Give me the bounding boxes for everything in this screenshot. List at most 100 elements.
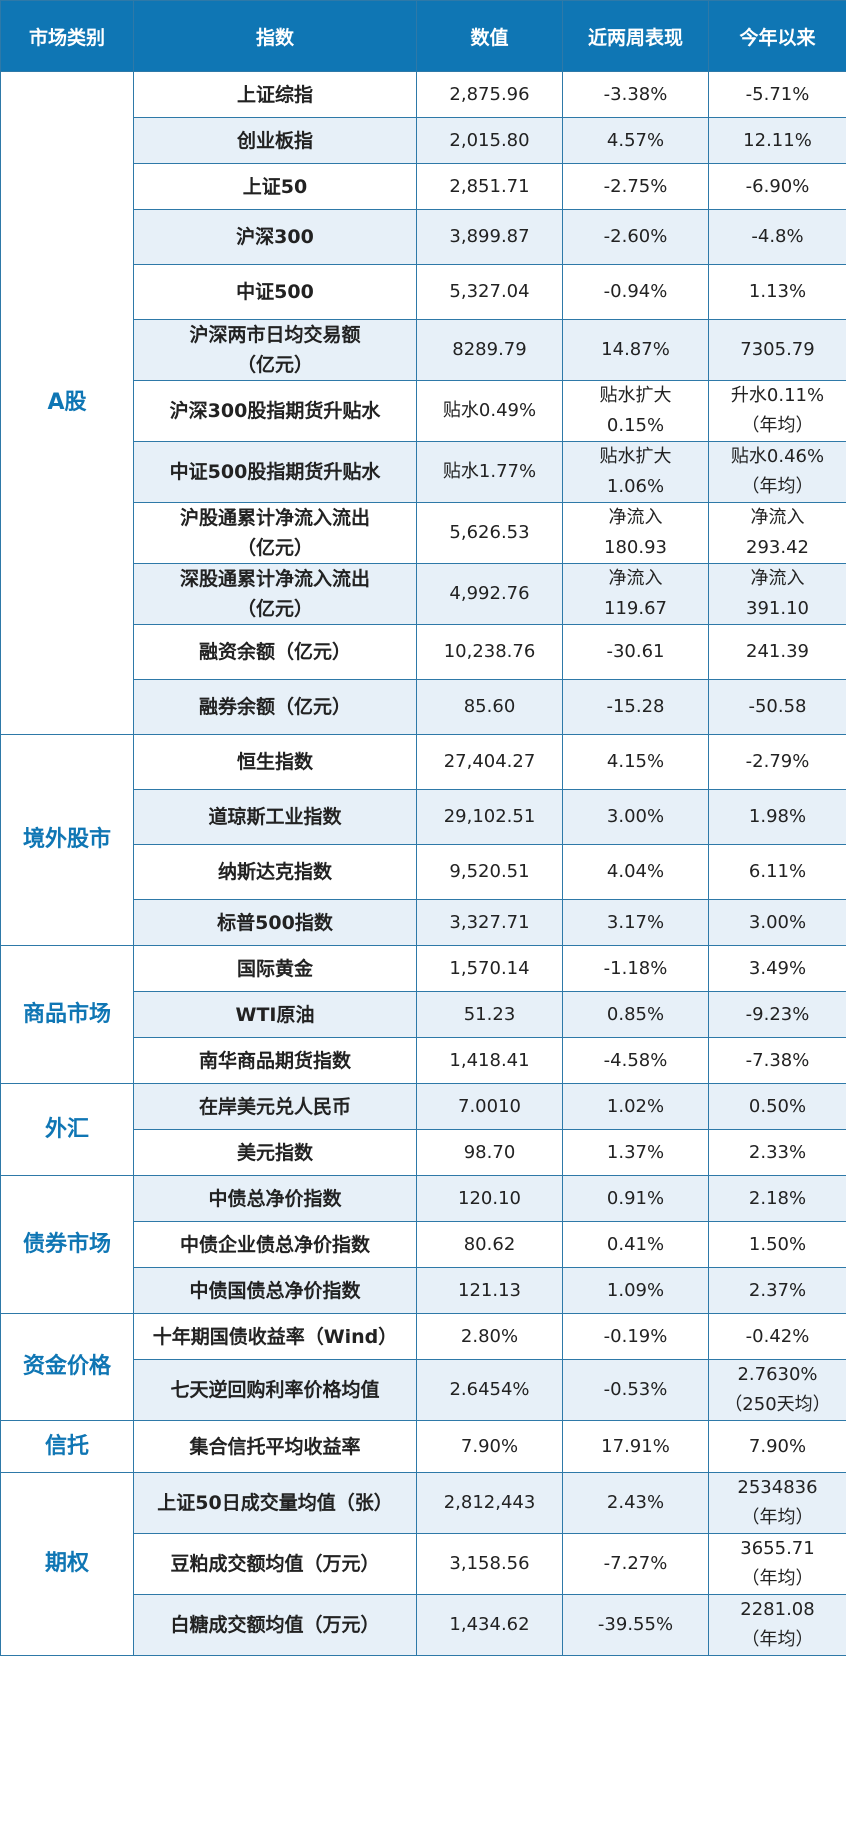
index-name-cell: 融资余额（亿元） — [133, 624, 417, 680]
two-week-cell: 贴水扩大 0.15% — [562, 380, 709, 442]
table-row: 南华商品期货指数 1,418.41 -4.58% -7.38% — [1, 1037, 846, 1084]
category-cell: 境外股市 — [0, 734, 134, 946]
two-week-cell-line: 14.87% — [601, 339, 670, 360]
value-cell: 5,626.53 — [416, 502, 563, 564]
ytd-cell-line: 391.10 — [746, 598, 809, 619]
two-week-cell-line: 2.43% — [606, 1492, 665, 1513]
ytd-cell-line: -6.90% — [745, 175, 810, 197]
index-name-cell-line: 上证综指 — [236, 83, 313, 106]
header-ytd: 今年以来 — [708, 0, 846, 72]
two-week-cell: -7.27% — [562, 1533, 709, 1595]
header-row: 市场类别 指数 数值 近两周表现 今年以来 — [0, 0, 846, 72]
two-week-cell-line: 净流入 — [608, 568, 663, 589]
two-week-cell: -1.18% — [562, 945, 709, 992]
header-two-week: 近两周表现 — [562, 0, 709, 72]
table-row: 期权 上证50日成交量均值（张） 2,812,443 2.43% 2534836 （年均） — [0, 1472, 846, 1656]
index-name-cell-line: 道琼斯工业指数 — [208, 806, 342, 828]
ytd-cell: 241.39 — [708, 624, 846, 680]
two-week-cell-line: 贴水扩大 — [599, 446, 672, 467]
value-cell: 4,992.76 — [416, 563, 563, 625]
value-cell-line: 2.80% — [460, 1325, 519, 1347]
ytd-cell: -6.90% — [708, 163, 846, 210]
index-name-cell: 道琼斯工业指数 — [133, 789, 417, 845]
two-week-cell: 1.09% — [562, 1267, 709, 1314]
value-cell-line: 5,327.04 — [449, 281, 530, 302]
ytd-cell-line: 7305.79 — [740, 339, 815, 360]
two-week-cell: 0.85% — [562, 991, 709, 1038]
table-row: 债券市场 中债总净价指数 120.10 0.91% 2.18% — [0, 1175, 846, 1314]
index-name-cell: 白糖成交额均值（万元） — [133, 1594, 417, 1656]
category-cell: 债券市场 — [0, 1175, 134, 1314]
value-cell: 29,102.51 — [416, 789, 563, 845]
value-cell-line: 1,570.14 — [449, 957, 530, 979]
value-cell-line: 2.6454% — [449, 1379, 530, 1400]
header-category: 市场类别 — [0, 0, 134, 72]
header-index: 指数 — [133, 0, 417, 72]
index-name-cell-line: 上证50 — [242, 175, 308, 198]
value-cell-line: 7.90% — [460, 1435, 519, 1457]
value-cell: 9,520.51 — [416, 844, 563, 900]
index-name-cell: 沪股通累计净流入流出 （亿元） — [133, 502, 417, 564]
ytd-cell-line: 净流入 — [750, 507, 805, 528]
two-week-cell-line: -2.60% — [603, 226, 668, 247]
value-cell-line: 3,899.87 — [449, 226, 530, 247]
value-cell-line: 80.62 — [463, 1233, 516, 1255]
two-week-cell-line: -0.19% — [603, 1325, 668, 1347]
table-row: 上证50 2,851.71 -2.75% -6.90% — [1, 163, 846, 210]
two-week-cell-line: 1.02% — [606, 1095, 665, 1117]
index-name-cell: 恒生指数 — [133, 734, 417, 790]
value-cell-line: 5,626.53 — [449, 522, 530, 543]
value-cell-line: 98.70 — [463, 1141, 516, 1163]
table-row: 信托 集合信托平均收益率 7.90% 17.91% 7.90% — [0, 1420, 846, 1473]
index-name-cell-line: 国际黄金 — [236, 957, 313, 980]
ytd-cell: 2.7630% （250天均） — [708, 1359, 846, 1421]
index-name-cell-line: 创业板指 — [236, 129, 313, 152]
table-row: A股 上证综指 2,875.96 -3.38% -5.71% — [0, 71, 846, 735]
index-name-cell: 在岸美元兑人民币 — [133, 1083, 417, 1130]
two-week-cell-line: 0.15% — [606, 415, 665, 436]
two-week-cell-line: 17.91% — [601, 1435, 670, 1457]
value-cell-line: 85.60 — [463, 696, 516, 717]
two-week-cell-line: -2.75% — [603, 175, 668, 197]
two-week-cell-line: 净流入 — [608, 507, 663, 528]
index-name-cell: 创业板指 — [133, 117, 417, 164]
index-name-cell-line: 沪深两市日均交易额 — [189, 324, 361, 346]
index-name-cell-line: 中证500股指期货升贴水 — [169, 461, 381, 483]
value-cell: 85.60 — [416, 679, 563, 735]
ytd-cell-line: -50.58 — [748, 696, 807, 717]
value-cell-line: 51.23 — [463, 1003, 516, 1025]
ytd-cell: 2534836 （年均） — [708, 1472, 846, 1534]
ytd-cell-line: -4.8% — [751, 226, 804, 247]
index-name-cell: 中债企业债总净价指数 — [133, 1221, 417, 1268]
value-cell-line: 8289.79 — [452, 339, 527, 360]
index-name-cell-line: （亿元） — [236, 537, 313, 559]
ytd-cell-line: 6.11% — [748, 861, 807, 882]
index-name-cell-line: 白糖成交额均值（万元） — [170, 1614, 380, 1636]
value-cell-line: 121.13 — [458, 1279, 521, 1301]
index-name-cell: 中债总净价指数 — [133, 1175, 417, 1222]
index-name-cell-line: 沪深300股指期货升贴水 — [169, 400, 381, 422]
table-body: A股 上证综指 2,875.96 -3.38% -5.71% 创业板指 2,015.80 4.… — [0, 71, 846, 1656]
index-name-cell: 中证500股指期货升贴水 — [133, 441, 417, 503]
table-row: 商品市场 国际黄金 1,570.14 -1.18% 3.49% — [0, 945, 846, 1084]
ytd-cell-line: 2.18% — [748, 1187, 807, 1209]
value-cell: 51.23 — [416, 991, 563, 1038]
value-cell-line: 120.10 — [458, 1187, 521, 1209]
index-name-cell-line: 美元指数 — [236, 1141, 313, 1164]
two-week-cell-line: -39.55% — [597, 1614, 674, 1635]
table-row: 纳斯达克指数 9,520.51 4.04% 6.11% — [1, 844, 846, 900]
two-week-cell: 0.41% — [562, 1221, 709, 1268]
value-cell-line: 7.0010 — [458, 1095, 521, 1117]
ytd-cell-line: 1.98% — [748, 806, 807, 827]
ytd-cell: -2.79% — [708, 734, 846, 790]
two-week-cell-line: 0.41% — [606, 1233, 665, 1255]
category-cell: 资金价格 — [0, 1313, 134, 1421]
index-name-cell-line: 中债国债总净价指数 — [189, 1279, 361, 1302]
ytd-cell-line: -2.79% — [745, 751, 810, 772]
index-name-cell: 七天逆回购利率价格均值 — [133, 1359, 417, 1421]
two-week-cell-line: 119.67 — [604, 598, 667, 619]
ytd-cell: 净流入 293.42 — [708, 502, 846, 564]
ytd-cell-line: 241.39 — [746, 641, 809, 662]
ytd-cell-line: 3.00% — [748, 911, 807, 933]
ytd-cell: 1.98% — [708, 789, 846, 845]
